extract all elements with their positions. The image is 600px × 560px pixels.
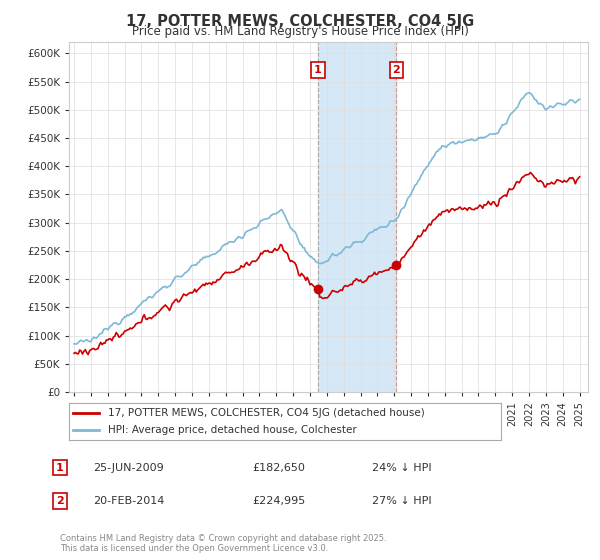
Text: £224,995: £224,995 bbox=[252, 496, 305, 506]
Text: 17, POTTER MEWS, COLCHESTER, CO4 5JG: 17, POTTER MEWS, COLCHESTER, CO4 5JG bbox=[126, 14, 474, 29]
Text: 20-FEB-2014: 20-FEB-2014 bbox=[93, 496, 164, 506]
Text: HPI: Average price, detached house, Colchester: HPI: Average price, detached house, Colc… bbox=[108, 425, 356, 435]
Text: 17, POTTER MEWS, COLCHESTER, CO4 5JG (detached house): 17, POTTER MEWS, COLCHESTER, CO4 5JG (de… bbox=[108, 408, 425, 418]
Text: 1: 1 bbox=[314, 65, 322, 75]
Text: 2: 2 bbox=[392, 65, 400, 75]
Text: 27% ↓ HPI: 27% ↓ HPI bbox=[372, 496, 431, 506]
Text: 2: 2 bbox=[56, 496, 64, 506]
Text: £182,650: £182,650 bbox=[252, 463, 305, 473]
Text: 25-JUN-2009: 25-JUN-2009 bbox=[93, 463, 164, 473]
Text: Price paid vs. HM Land Registry's House Price Index (HPI): Price paid vs. HM Land Registry's House … bbox=[131, 25, 469, 38]
Bar bbox=[318, 42, 397, 392]
Text: Contains HM Land Registry data © Crown copyright and database right 2025.
This d: Contains HM Land Registry data © Crown c… bbox=[60, 534, 386, 553]
Text: 24% ↓ HPI: 24% ↓ HPI bbox=[372, 463, 431, 473]
Text: 1: 1 bbox=[56, 463, 64, 473]
